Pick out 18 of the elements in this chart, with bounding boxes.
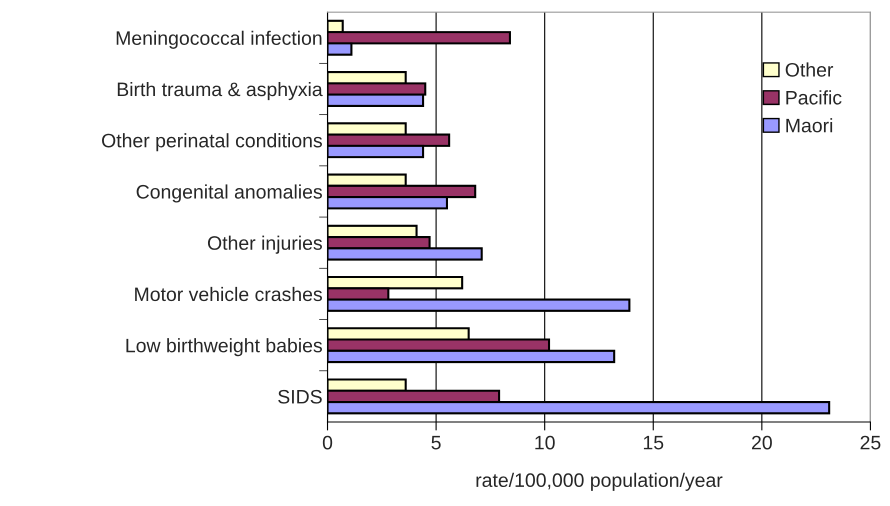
- x-axis-title: rate/100,000 population/year: [476, 472, 722, 491]
- legend-label: Maori: [786, 118, 832, 132]
- y-tick-label: Meningococcal infection: [116, 30, 322, 49]
- x-tick-label: 10: [535, 436, 555, 450]
- x-tick-label: 25: [860, 436, 880, 450]
- x-tick-label: 0: [322, 436, 332, 450]
- y-tick-label: Birth trauma & asphyxia: [118, 82, 323, 100]
- legend-label: Other: [786, 62, 834, 77]
- x-tick-label: 5: [431, 436, 441, 450]
- y-tick-label: Other perinatal conditions: [102, 133, 322, 152]
- y-tick-label: SIDS: [278, 390, 322, 404]
- y-tick-label: Other injuries: [208, 236, 322, 254]
- legend-label: Pacific: [786, 90, 842, 105]
- y-tick-label: Low birthweight babies: [126, 338, 322, 356]
- y-tick-label: Congenital anomalies: [136, 184, 322, 203]
- y-tick-label: Motor vehicle crashes: [135, 286, 322, 302]
- x-tick-label: 20: [752, 436, 772, 450]
- x-tick-label: 15: [644, 436, 664, 450]
